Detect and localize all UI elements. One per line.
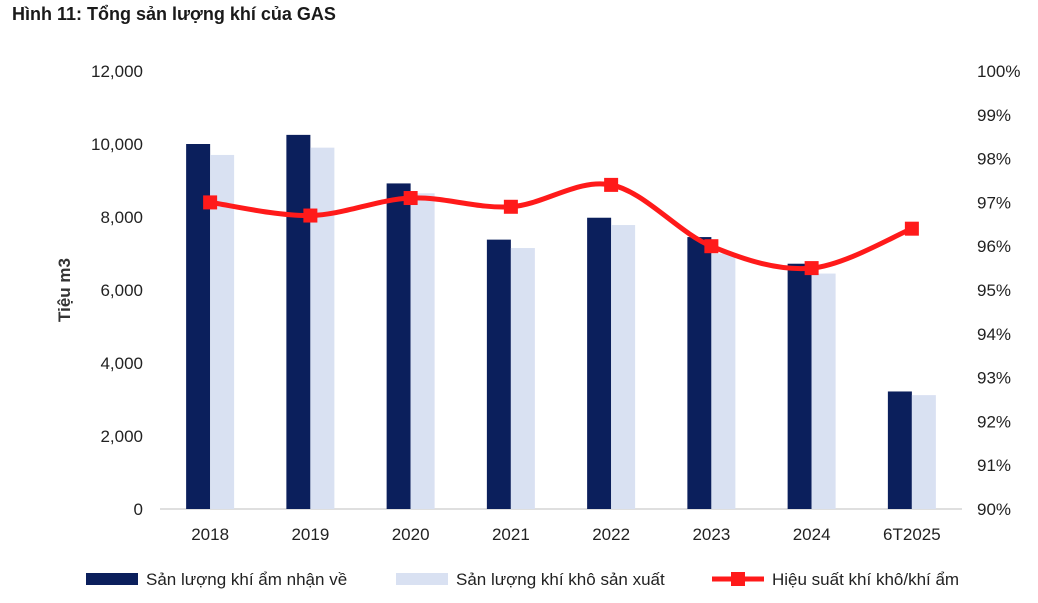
y2-tick-label: 90%: [977, 500, 1011, 519]
y-tick-label: 10,000: [91, 135, 143, 154]
bar-dry-gas: [410, 193, 435, 509]
efficiency-marker: [704, 239, 719, 254]
y-tick-label: 12,000: [91, 62, 143, 81]
y2-tick-label: 92%: [977, 412, 1011, 431]
legend-label-efficiency: Hiệu suất khí khô/khí ẩm: [772, 570, 959, 589]
legend-swatch-dry-gas: [396, 573, 448, 585]
y-tick-label: 4,000: [100, 354, 143, 373]
x-tick-label: 2021: [492, 525, 530, 544]
efficiency-marker: [804, 261, 819, 276]
x-tick-label: 2022: [592, 525, 630, 544]
efficiency-marker: [503, 199, 518, 214]
y-tick-label: 2,000: [100, 427, 143, 446]
efficiency-marker: [303, 208, 318, 223]
x-tick-label: 2024: [793, 525, 831, 544]
bar-wet-gas: [286, 134, 311, 509]
x-tick-label: 2018: [191, 525, 229, 544]
bar-wet-gas: [587, 217, 612, 510]
efficiency-marker: [403, 191, 418, 206]
chart-title: Hình 11: Tổng sản lượng khí của GAS: [12, 4, 336, 24]
bar-dry-gas: [611, 225, 636, 509]
y2-tick-label: 98%: [977, 150, 1011, 169]
bar-dry-gas: [911, 395, 936, 509]
bar-wet-gas: [486, 239, 511, 509]
legend-label-dry-gas: Sản lượng khí khô sản xuất: [456, 570, 665, 589]
efficiency-marker: [203, 195, 218, 210]
y2-tick-label: 96%: [977, 237, 1011, 256]
y2-tick-label: 95%: [977, 281, 1011, 300]
legend-swatch-wet-gas: [86, 573, 138, 585]
y-tick-label: 0: [134, 500, 143, 519]
y-axis-label: Tiệu m3: [55, 258, 74, 322]
bar-wet-gas: [687, 237, 712, 509]
x-tick-label: 2020: [392, 525, 430, 544]
bar-dry-gas: [310, 147, 335, 509]
bar-dry-gas: [510, 248, 535, 509]
bar-wet-gas: [386, 183, 411, 510]
legend-marker-efficiency: [731, 572, 745, 586]
y2-tick-label: 100%: [977, 62, 1020, 81]
x-tick-label: 2023: [692, 525, 730, 544]
efficiency-line: [209, 181, 913, 272]
x-tick-label: 2019: [291, 525, 329, 544]
y2-tick-label: 94%: [977, 325, 1011, 344]
bar-wet-gas: [787, 263, 812, 509]
y2-tick-label: 97%: [977, 193, 1011, 212]
y2-tick-label: 91%: [977, 456, 1011, 475]
bar-dry-gas: [811, 273, 836, 509]
y-tick-label: 6,000: [100, 281, 143, 300]
y2-tick-label: 93%: [977, 369, 1011, 388]
bar-dry-gas: [210, 154, 235, 509]
legend-label-wet-gas: Sản lượng khí ẩm nhận về: [146, 570, 347, 589]
bar-dry-gas: [711, 253, 736, 509]
bar-wet-gas: [887, 391, 912, 509]
efficiency-marker: [604, 177, 619, 192]
x-tick-label: 6T2025: [883, 525, 941, 544]
efficiency-marker: [904, 221, 919, 236]
y2-tick-label: 99%: [977, 106, 1011, 125]
y-tick-label: 8,000: [100, 208, 143, 227]
